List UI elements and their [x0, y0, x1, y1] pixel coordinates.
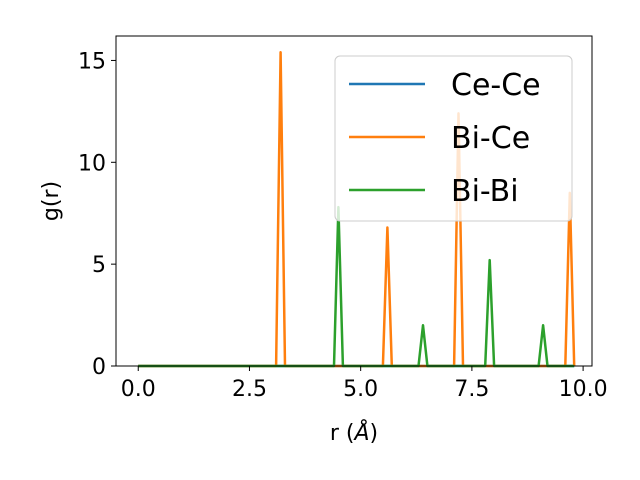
- x-axis-ticks: 0.0 2.5 5.0 7.5 10.0: [121, 366, 608, 402]
- x-axis-label: r (Å): [330, 419, 378, 446]
- y-axis-ticks: 0 5 10 15: [78, 49, 116, 380]
- plot-frame: [115, 35, 593, 367]
- x-tick-label: 5.0: [343, 377, 378, 402]
- y-tick-label: 10: [78, 151, 106, 176]
- legend-label-ce-ce: Ce-Ce: [451, 68, 541, 103]
- x-tick-label: 7.5: [454, 377, 489, 402]
- legend-label-bi-ce: Bi-Ce: [451, 121, 530, 156]
- x-tick-label: 2.5: [232, 377, 267, 402]
- y-tick-label: 15: [78, 49, 106, 74]
- y-axis-label: g(r): [39, 181, 64, 221]
- y-tick-label: 0: [92, 355, 106, 380]
- x-axis-label-text: r (: [330, 421, 355, 446]
- legend: Ce-Ce Bi-Ce Bi-Bi: [334, 55, 573, 222]
- x-tick-label: 10.0: [559, 377, 608, 402]
- legend-label-bi-bi: Bi-Bi: [451, 174, 519, 209]
- x-axis-label-close: ): [370, 421, 379, 446]
- x-axis-label-symbol: Å: [352, 419, 369, 446]
- y-tick-label: 5: [92, 253, 106, 278]
- legend-box: [334, 55, 573, 222]
- x-tick-label: 0.0: [121, 377, 156, 402]
